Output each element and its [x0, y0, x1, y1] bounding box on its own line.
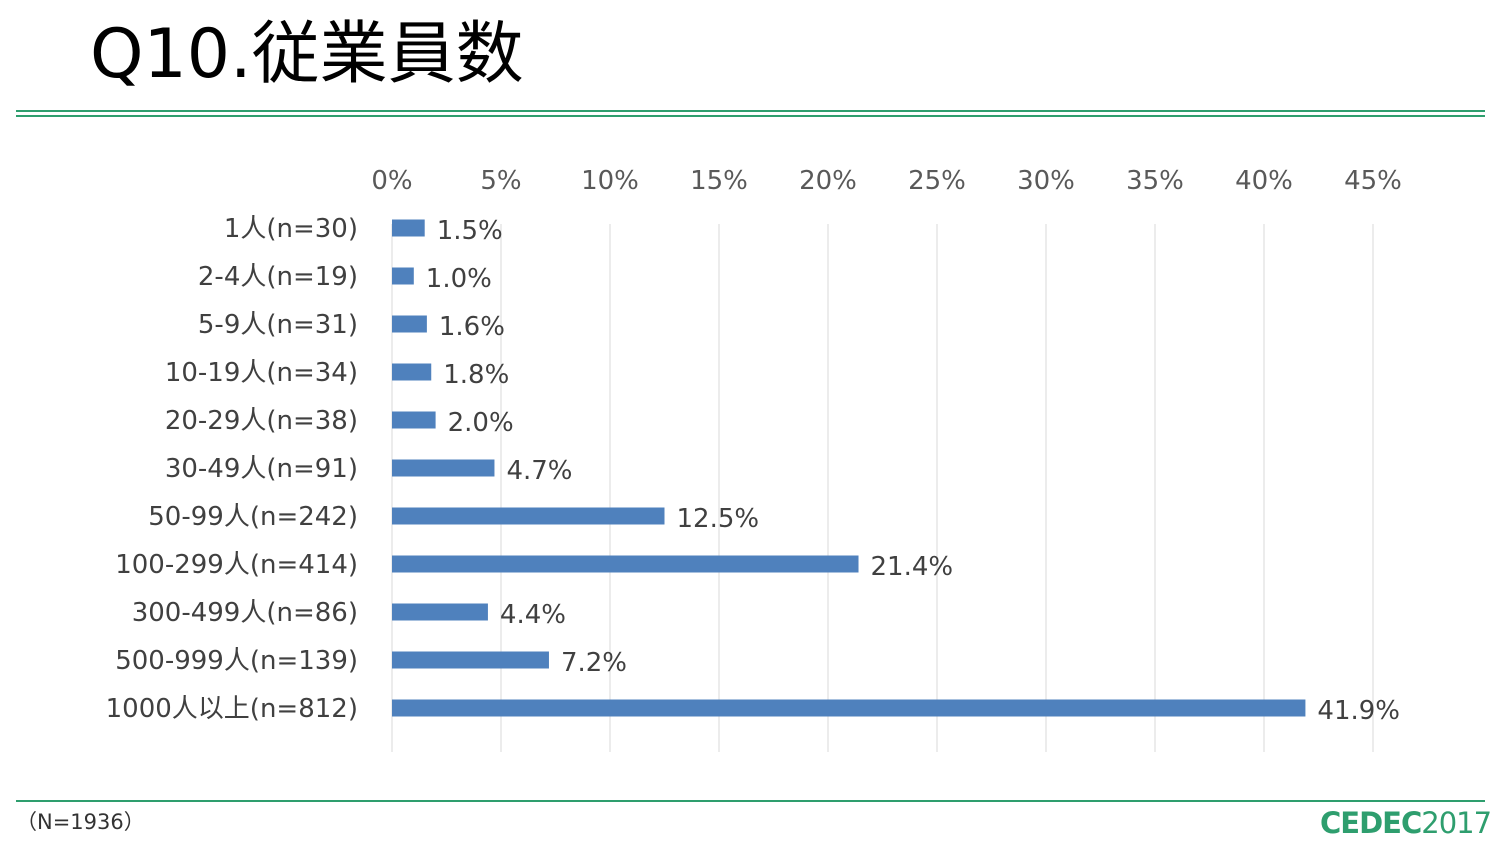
bar — [392, 219, 425, 237]
title-divider-bottom — [16, 115, 1485, 117]
category-label: 100-299人(n=414) — [115, 550, 358, 580]
x-tick-label: 5% — [480, 166, 521, 196]
category-label: 30-49人(n=91) — [165, 454, 358, 484]
category-label: 20-29人(n=38) — [165, 406, 358, 436]
bar — [392, 459, 495, 477]
data-label: 1.6% — [439, 312, 505, 342]
category-label: 1人(n=30) — [224, 214, 358, 244]
data-label: 1.8% — [443, 360, 509, 390]
bar — [392, 267, 414, 285]
bar — [392, 507, 665, 525]
category-label: 50-99人(n=242) — [148, 502, 358, 532]
bars — [392, 219, 1306, 717]
gridlines — [391, 224, 1374, 752]
category-label: 300-499人(n=86) — [132, 598, 358, 628]
data-label: 12.5% — [677, 504, 760, 534]
x-tick-label: 10% — [581, 166, 639, 196]
data-label: 7.2% — [561, 648, 627, 678]
category-label: 500-999人(n=139) — [115, 646, 358, 676]
x-tick-label: 0% — [371, 166, 412, 196]
x-tick-label: 35% — [1126, 166, 1184, 196]
employee-count-bar-chart: 0% 5% 10% 15% 20% 25% 30% 35% 40% 45% 1人(n=30) 2-4… — [106, 166, 1402, 752]
data-label: 1.5% — [437, 216, 503, 246]
bar — [392, 411, 436, 429]
cedec-logo: CEDEC2017 — [1320, 806, 1492, 840]
x-tick-label: 25% — [908, 166, 966, 196]
title-divider-top — [16, 110, 1485, 112]
x-tick-label: 15% — [690, 166, 748, 196]
category-label: 10-19人(n=34) — [165, 358, 358, 388]
category-labels: 1人(n=30) 2-4人(n=19) 5-9人(n=31) 10-19人(n=34)… — [106, 214, 358, 724]
x-axis-ticks: 0% 5% 10% 15% 20% 25% 30% 35% 40% 45% — [371, 166, 1402, 196]
data-label: 2.0% — [448, 408, 514, 438]
bar — [392, 699, 1306, 717]
data-label: 21.4% — [871, 552, 954, 582]
footer-divider — [16, 800, 1485, 802]
bar — [392, 315, 427, 333]
data-label: 1.0% — [426, 264, 492, 294]
category-label: 5-9人(n=31) — [198, 310, 358, 340]
sample-size-note: （N=1936） — [16, 810, 145, 834]
data-labels: 1.5% 1.0% 1.6% 1.8% 2.0% 4.7% 12.5% 21.4% 4.4% 7.… — [426, 216, 1400, 726]
bar — [392, 603, 488, 621]
slide-title: Q10.従業員数 — [90, 15, 524, 94]
bar — [392, 555, 859, 573]
bar — [392, 363, 432, 381]
data-label: 4.4% — [500, 600, 566, 630]
data-label: 41.9% — [1317, 696, 1400, 726]
x-tick-label: 45% — [1344, 166, 1402, 196]
category-label: 1000人以上(n=812) — [106, 694, 358, 724]
data-label: 4.7% — [506, 456, 572, 486]
x-tick-label: 40% — [1235, 166, 1293, 196]
category-label: 2-4人(n=19) — [198, 262, 358, 292]
x-tick-label: 20% — [799, 166, 857, 196]
x-tick-label: 30% — [1017, 166, 1075, 196]
bar — [392, 651, 549, 669]
